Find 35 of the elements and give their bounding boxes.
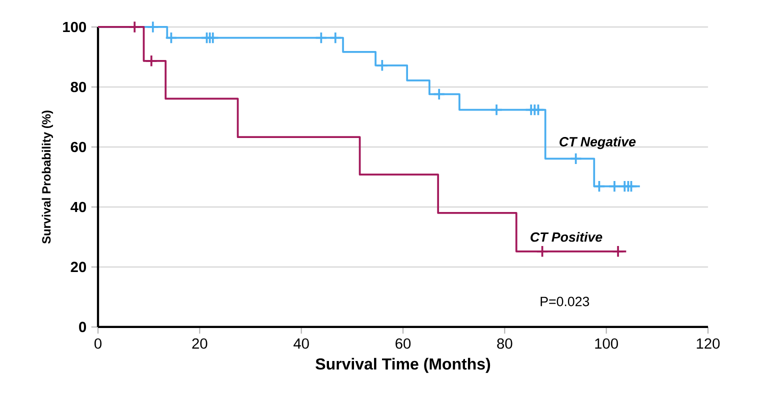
point xyxy=(329,32,342,44)
series-label: CT Positive xyxy=(530,232,602,242)
point xyxy=(128,20,141,34)
point xyxy=(314,32,328,44)
point xyxy=(624,180,638,193)
point xyxy=(570,152,582,165)
point xyxy=(164,32,178,44)
x-tick-label: 80 xyxy=(497,338,512,349)
y-tick-label: 0 xyxy=(79,322,86,332)
point xyxy=(612,245,624,258)
point xyxy=(592,180,606,193)
point xyxy=(146,20,160,34)
x-tick-label: 0 xyxy=(94,338,102,349)
y-tick-label: 20 xyxy=(70,262,86,272)
point xyxy=(432,88,446,100)
y-axis-title: Survival Probability (%) xyxy=(42,110,54,244)
x-tick-label: 120 xyxy=(696,338,720,349)
annotation: P=0.023 xyxy=(540,296,590,306)
y-tick-label: 80 xyxy=(70,82,86,92)
y-tick-label: 60 xyxy=(70,142,86,152)
x-tick-label: 40 xyxy=(294,338,309,349)
point xyxy=(490,104,503,116)
y-tick-label: 100 xyxy=(63,22,86,32)
point xyxy=(608,180,621,193)
point xyxy=(145,54,158,68)
point xyxy=(536,245,549,258)
x-tick-label: 20 xyxy=(192,338,208,349)
x-tick-label: 100 xyxy=(595,338,618,349)
point xyxy=(376,59,388,72)
series-label: CT Negative xyxy=(560,136,636,150)
point xyxy=(206,32,220,44)
y-tick-label: 40 xyxy=(70,202,86,212)
x-tick-label: 60 xyxy=(396,338,411,349)
point xyxy=(532,104,544,116)
x-axis-title: Survival Time (Months) xyxy=(316,358,490,373)
